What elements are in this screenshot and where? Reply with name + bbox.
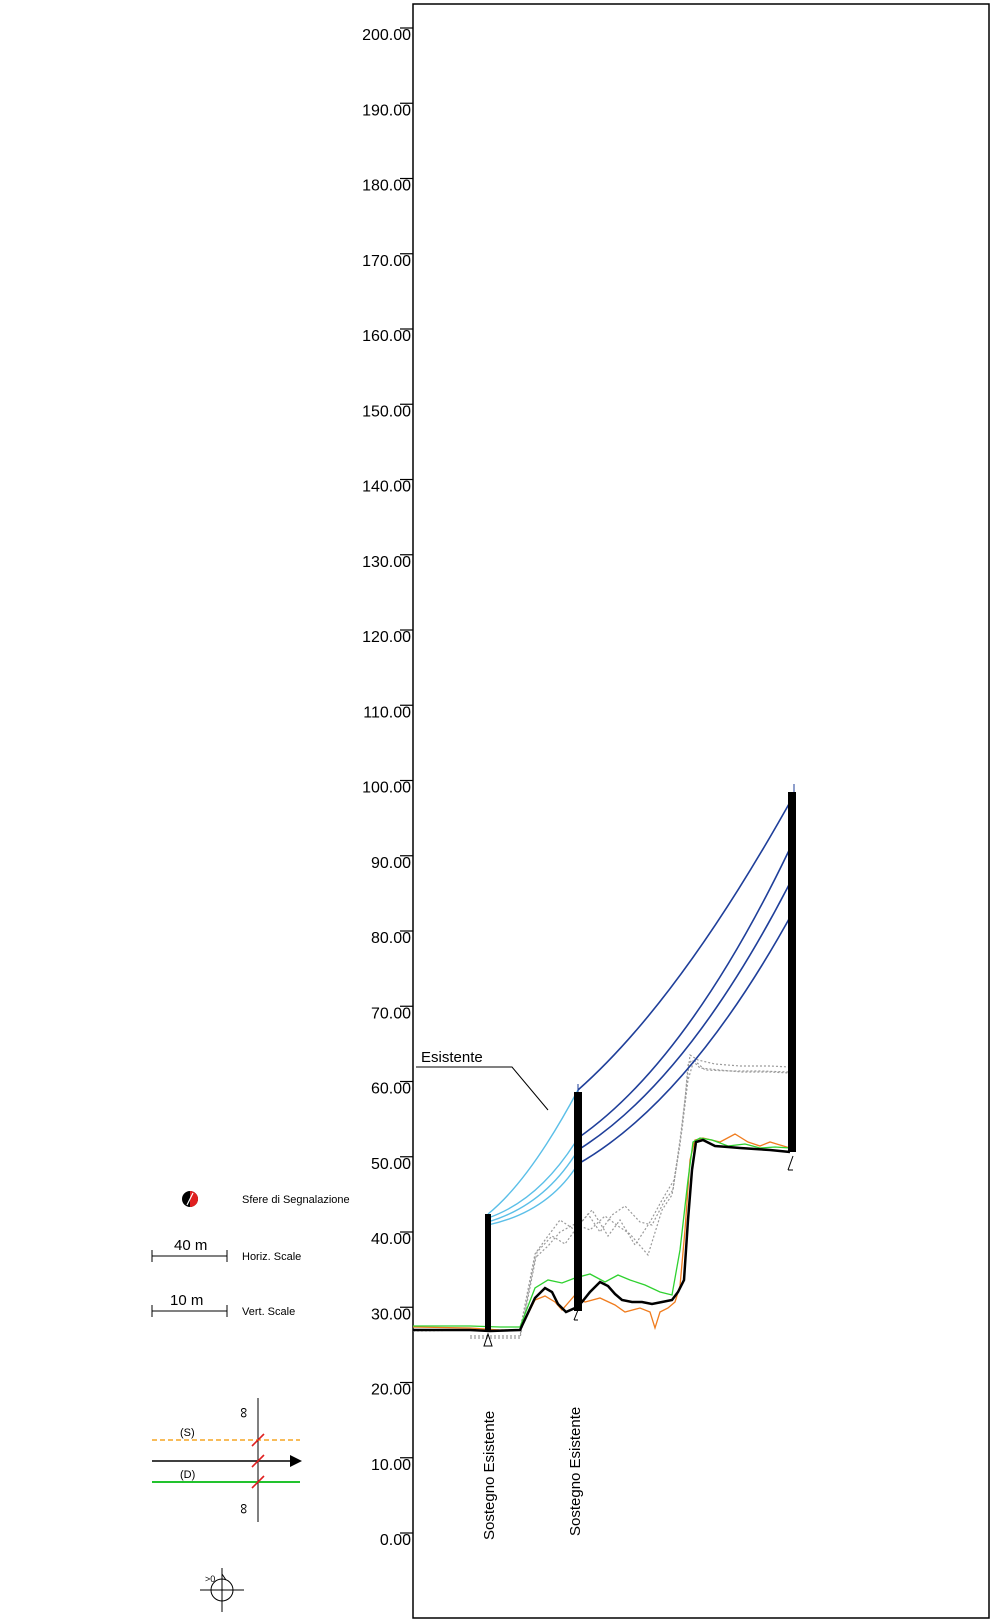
clearance-profile bbox=[470, 1058, 791, 1339]
marker-label: Sfere di Segnalazione bbox=[242, 1194, 350, 1206]
axis-tick-label: 10.00 bbox=[371, 1457, 411, 1474]
conductor bbox=[487, 1137, 579, 1219]
axis-tick-label: 190.00 bbox=[362, 102, 411, 119]
axis-tick-label: 120.00 bbox=[362, 629, 411, 646]
axis-tick-label: 160.00 bbox=[362, 328, 411, 345]
axis-tick-label: 150.00 bbox=[362, 403, 411, 420]
tower-3 bbox=[788, 792, 796, 1152]
section-left-infinity: ∞ bbox=[235, 1407, 252, 1418]
tower-1 bbox=[485, 1214, 491, 1331]
conductors-span-2 bbox=[577, 794, 795, 1165]
conductor bbox=[487, 1089, 579, 1215]
marker-sphere-icon bbox=[182, 1191, 198, 1207]
line-label-leader bbox=[416, 1066, 549, 1111]
clearance-profiles bbox=[412, 1053, 791, 1339]
horiz-scale-label: Horiz. Scale bbox=[242, 1251, 301, 1263]
axis-tick-label: 180.00 bbox=[362, 178, 411, 195]
clearance-profile bbox=[412, 1059, 791, 1332]
axis-tick-label: 40.00 bbox=[371, 1231, 411, 1248]
conductor bbox=[577, 839, 795, 1139]
ground-profile bbox=[413, 1138, 791, 1333]
axis-tick-label: 100.00 bbox=[362, 780, 411, 797]
north-symbol-icon bbox=[200, 1568, 244, 1612]
north-symbol-label: >0 bbox=[205, 1574, 215, 1584]
tower-2 bbox=[574, 1092, 582, 1311]
legend: Sfere di Segnalazione 40 m Horiz. Scale … bbox=[151, 1191, 350, 1612]
clearance-profile bbox=[470, 1053, 791, 1337]
axis-tick-label: 70.00 bbox=[371, 1005, 411, 1022]
axis-tick-label: 200.00 bbox=[362, 27, 411, 44]
conductors-span-1 bbox=[487, 1089, 579, 1226]
axis-tick-label: 170.00 bbox=[362, 253, 411, 270]
axis-tick-label: 90.00 bbox=[371, 855, 411, 872]
vert-scale-label: Vert. Scale bbox=[242, 1306, 295, 1318]
tower-1-foot-symbol bbox=[483, 1332, 493, 1347]
axis-tick-label: 140.00 bbox=[362, 479, 411, 496]
line-label: Esistente bbox=[421, 1049, 483, 1066]
conductor bbox=[577, 874, 795, 1151]
axis-tick-label: 50.00 bbox=[371, 1156, 411, 1173]
conductor bbox=[577, 794, 795, 1091]
axis-tick-label: 110.00 bbox=[363, 704, 411, 721]
axis-tick-label: 20.00 bbox=[371, 1382, 411, 1399]
conductor bbox=[487, 1163, 579, 1226]
horiz-scale-value: 40 m bbox=[174, 1237, 207, 1254]
axis-tick-label: 60.00 bbox=[371, 1081, 411, 1098]
section-right-infinity: ∞ bbox=[235, 1503, 252, 1514]
vert-scale-value: 10 m bbox=[170, 1292, 203, 1309]
tower-2-foot-symbol bbox=[573, 1309, 579, 1321]
conductor bbox=[577, 909, 795, 1165]
tower-2-label: Sostegno Esistente bbox=[567, 1407, 584, 1536]
axis-tick-label: 0.00 bbox=[380, 1532, 411, 1549]
section-right-label: (D) bbox=[180, 1469, 195, 1481]
axis-tick-label: 130.00 bbox=[362, 554, 411, 571]
drawing-frame bbox=[412, 3, 990, 1619]
arrow-head-icon bbox=[290, 1455, 302, 1467]
axis-tick-label: 80.00 bbox=[371, 930, 411, 947]
tower-1-label: Sostegno Esistente bbox=[481, 1411, 498, 1540]
axis-tick-label: 30.00 bbox=[371, 1306, 411, 1323]
section-left-label: (S) bbox=[180, 1427, 195, 1439]
conductor bbox=[487, 1149, 579, 1223]
elevation-axis: 0.00 10.00 20.00 30.00 40.00 50.00 60.00 70.00 8… bbox=[362, 27, 413, 1549]
offset-profile-left bbox=[412, 1133, 791, 1331]
tower-3-foot-symbol bbox=[787, 1155, 794, 1171]
